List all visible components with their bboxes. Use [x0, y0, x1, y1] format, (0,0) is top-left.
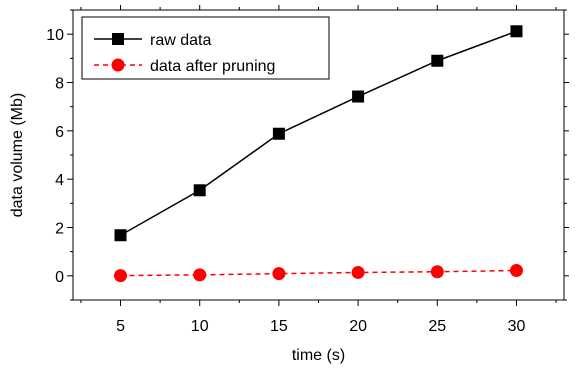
y-axis-title: data volume (Mb) — [9, 93, 26, 218]
legend-label-raw-data: raw data — [150, 32, 211, 49]
series-1-point — [430, 265, 444, 279]
x-tick-label: 15 — [270, 318, 288, 335]
y-tick-label: 6 — [55, 124, 64, 141]
y-tick-label: 2 — [55, 221, 64, 238]
y-tick-label: 10 — [46, 27, 64, 44]
x-axis-title: time (s) — [292, 347, 345, 364]
series-1-point — [193, 268, 207, 282]
x-tick-label: 30 — [508, 318, 526, 335]
series-0-point — [431, 54, 444, 67]
series-0-point — [510, 25, 523, 38]
x-tick-label: 5 — [116, 318, 125, 335]
y-axis-ticks: 0 2 4 6 8 10 — [46, 9, 569, 301]
series-layer — [114, 25, 523, 283]
series-0-point — [272, 127, 285, 140]
series-1-point — [114, 269, 128, 283]
y-tick-label: 0 — [55, 269, 64, 286]
series-1-point — [272, 267, 286, 281]
legend-swatch-pruned-marker — [111, 58, 125, 72]
x-tick-label: 10 — [191, 318, 209, 335]
legend-swatch-raw-data-marker — [112, 33, 124, 45]
x-tick-label: 20 — [349, 318, 367, 335]
x-tick-label: 25 — [428, 318, 446, 335]
legend-label-pruned: data after pruning — [150, 58, 275, 75]
series-line-0 — [120, 30, 517, 236]
y-tick-label: 8 — [55, 76, 64, 93]
series-0-point — [193, 184, 206, 197]
legend: raw data data after pruning — [81, 16, 330, 80]
series-0-point — [352, 90, 365, 103]
series-1-point — [351, 265, 365, 279]
y-tick-label: 4 — [55, 172, 64, 189]
x-axis-ticks: 5 10 15 20 25 30 — [80, 5, 557, 335]
series-line-1 — [120, 269, 517, 277]
series-0-point — [114, 229, 127, 242]
series-1-point — [509, 264, 523, 278]
